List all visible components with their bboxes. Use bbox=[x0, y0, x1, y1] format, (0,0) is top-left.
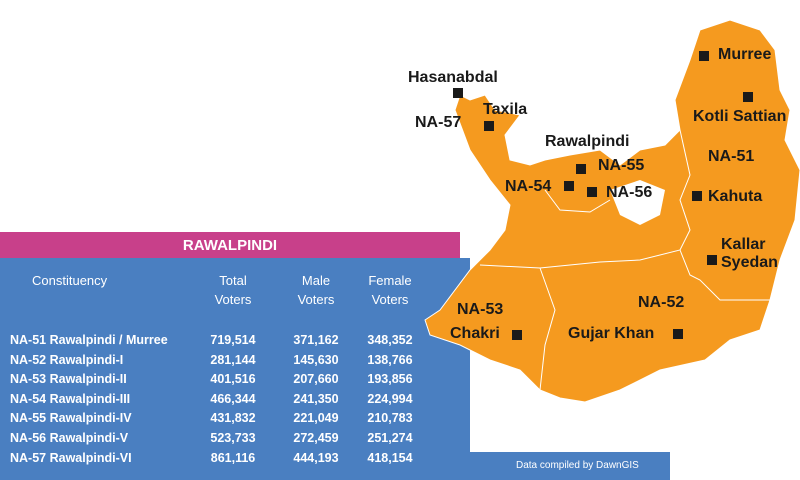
table-cell: 861,116 bbox=[210, 450, 256, 465]
boundary bbox=[539, 267, 556, 391]
place-label: NA-54 bbox=[505, 178, 552, 195]
table-cell: NA-51 Rawalpindi / Murree bbox=[10, 333, 168, 347]
table-cell: NA-57 Rawalpindi-VI bbox=[10, 450, 132, 465]
table-cell: 523,733 bbox=[210, 431, 256, 445]
place-label: Rawalpindi bbox=[545, 133, 630, 150]
place-label: NA-53 bbox=[457, 301, 504, 318]
table-title: RAWALPINDI bbox=[183, 237, 277, 254]
marker bbox=[673, 329, 683, 339]
marker bbox=[576, 164, 586, 174]
marker bbox=[587, 187, 597, 197]
table-cell: NA-52 Rawalpindi-I bbox=[10, 352, 124, 367]
table-cell: 210,783 bbox=[367, 411, 413, 426]
table-cell: 348,352 bbox=[367, 333, 413, 347]
place-label: NA-51 bbox=[708, 148, 755, 165]
marker bbox=[564, 181, 574, 191]
marker bbox=[453, 88, 463, 98]
table-cell: NA-55 Rawalpindi-IV bbox=[10, 411, 132, 426]
marker bbox=[707, 255, 717, 265]
place-label: NA-57 bbox=[415, 114, 462, 131]
place-label: Kahuta bbox=[708, 188, 763, 205]
table-cell: 431,832 bbox=[210, 411, 256, 426]
table-cell: 145,630 bbox=[293, 352, 339, 367]
marker bbox=[699, 51, 709, 61]
place-label: Chakri bbox=[450, 325, 500, 342]
table-cell: 224,994 bbox=[367, 391, 413, 406]
column-header: Female Voters bbox=[368, 273, 412, 307]
column-header: Total Voters bbox=[214, 273, 252, 307]
table-cell: 272,459 bbox=[293, 431, 339, 445]
place-label: Taxila bbox=[483, 101, 528, 118]
table-cell: NA-56 Rawalpindi-V bbox=[10, 431, 129, 445]
table-cell: NA-54 Rawalpindi-III bbox=[10, 391, 131, 406]
place-label: NA-56 bbox=[606, 184, 653, 201]
table-cell: 251,274 bbox=[367, 431, 413, 445]
table-cell: 281,144 bbox=[210, 352, 256, 367]
table-cell: 719,514 bbox=[210, 333, 256, 347]
marker bbox=[692, 191, 702, 201]
table-cell: 466,344 bbox=[210, 391, 256, 406]
table-title-bar bbox=[0, 232, 460, 258]
place-label: Hasanabdal bbox=[408, 69, 498, 86]
table-cell: NA-53 Rawalpindi-II bbox=[10, 372, 127, 387]
column-header: Constituency bbox=[32, 273, 108, 288]
place-label: Kotli Sattian bbox=[693, 108, 787, 125]
table-cell: 241,350 bbox=[293, 391, 339, 406]
place-label: NA-55 bbox=[598, 157, 645, 174]
white-notch bbox=[610, 180, 665, 225]
place-label: NA-52 bbox=[638, 294, 685, 311]
place-label: Gujar Khan bbox=[568, 325, 655, 342]
marker bbox=[743, 92, 753, 102]
column-header: Male Voters bbox=[297, 273, 335, 307]
table-cell: 418,154 bbox=[367, 450, 413, 465]
marker bbox=[512, 330, 522, 340]
table-cell: 221,049 bbox=[293, 411, 339, 426]
district-shape bbox=[424, 19, 800, 403]
markers bbox=[453, 51, 753, 340]
marker bbox=[484, 121, 494, 131]
credit: Data compiled by DawnGIS bbox=[516, 460, 639, 471]
boundary bbox=[544, 189, 611, 213]
table-cell: 193,856 bbox=[367, 372, 413, 387]
place-label: Kallar Syedan bbox=[721, 236, 778, 271]
boundary bbox=[679, 249, 770, 301]
place-label: Murree bbox=[718, 46, 772, 63]
table-cell: 207,660 bbox=[293, 372, 339, 387]
table-cell: 401,516 bbox=[210, 372, 256, 387]
table-cell: 371,162 bbox=[293, 333, 339, 347]
boundaries bbox=[479, 129, 770, 391]
table-cell: 444,193 bbox=[293, 450, 339, 465]
table-background bbox=[0, 258, 670, 480]
table-cell: 138,766 bbox=[367, 352, 413, 367]
